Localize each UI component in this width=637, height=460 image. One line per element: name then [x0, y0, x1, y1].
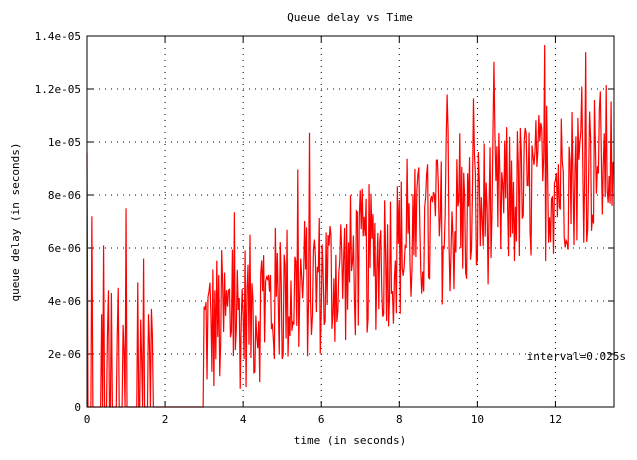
- y-tick-label: 1.2e-05: [35, 83, 81, 96]
- x-tick-label: 8: [396, 413, 403, 426]
- tick-labels: 0 2 4 6 8 10 12 0 2e-06 4e-06 6e-06 8e-06 1e-05 1.2e-…: [35, 30, 614, 426]
- x-axis-label: time (in seconds): [294, 434, 407, 447]
- y-tick-label: 1e-05: [48, 136, 81, 149]
- x-tick-label: 10: [471, 413, 484, 426]
- y-tick-label: 6e-06: [48, 242, 81, 255]
- plot-frame: [86, 35, 615, 408]
- y-tick-label: 8e-06: [48, 189, 81, 202]
- interval-annotation: interval=0.025s: [527, 350, 626, 363]
- x-tick-label: 0: [84, 413, 91, 426]
- y-tick-label: 4e-06: [48, 295, 81, 308]
- x-tick-label: 6: [318, 413, 325, 426]
- y-tick-label: 2e-06: [48, 348, 81, 361]
- y-tick-label: 0: [74, 401, 81, 414]
- x-tick-label: 2: [162, 413, 169, 426]
- x-tick-label: 4: [240, 413, 247, 426]
- chart-title: Queue delay vs Time: [287, 11, 413, 24]
- y-axis-label: queue delay (in seconds): [9, 143, 22, 302]
- x-tick-label: 12: [549, 413, 562, 426]
- y-tick-label: 1.4e-05: [35, 30, 81, 43]
